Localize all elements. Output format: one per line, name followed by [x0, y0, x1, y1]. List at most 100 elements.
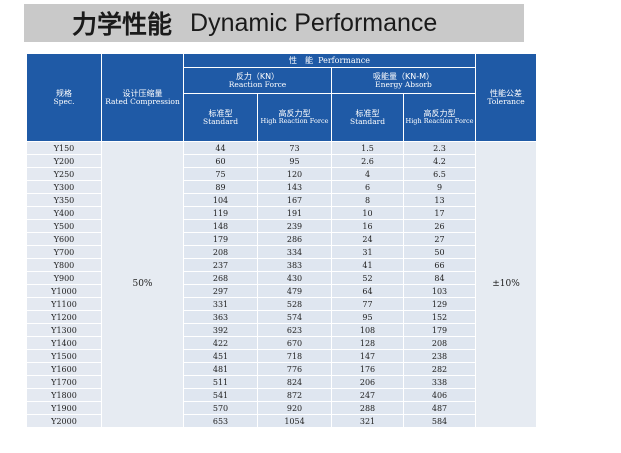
- table-row: Y800 237 383 41 66: [26, 258, 537, 272]
- spec-cell: Y1700: [26, 375, 102, 389]
- table-row: Y1800 541 872 247 406: [26, 388, 537, 402]
- reaction-standard-cell: 297: [183, 284, 258, 298]
- table-row: Y400 119 191 10 17: [26, 206, 537, 220]
- reaction-high-cell: 239: [257, 219, 332, 233]
- energy-standard-cell: 321: [331, 414, 404, 428]
- reaction-standard-cell: 451: [183, 349, 258, 363]
- reaction-high-cell: 574: [257, 310, 332, 324]
- header-reaction-standard: 标准型 Standard: [183, 93, 258, 142]
- energy-high-cell: 27: [403, 232, 476, 246]
- header-energy-standard: 标准型 Standard: [331, 93, 404, 142]
- energy-high-cell: 17: [403, 206, 476, 220]
- table-row: Y1700 511 824 206 338: [26, 375, 537, 389]
- energy-standard-cell: 1.5: [331, 141, 404, 155]
- energy-high-cell: 487: [403, 401, 476, 415]
- energy-high-cell: 103: [403, 284, 476, 298]
- energy-high-cell: 338: [403, 375, 476, 389]
- reaction-standard-cell: 119: [183, 206, 258, 220]
- reaction-standard-cell: 179: [183, 232, 258, 246]
- energy-standard-cell: 4: [331, 167, 404, 181]
- reaction-standard-cell: 148: [183, 219, 258, 233]
- table-row: Y250 75 120 4 6.5: [26, 167, 537, 181]
- reaction-high-cell: 824: [257, 375, 332, 389]
- spec-cell: Y1000: [26, 284, 102, 298]
- table-row: Y1200 363 574 95 152: [26, 310, 537, 324]
- spec-cell: Y900: [26, 271, 102, 285]
- reaction-standard-cell: 541: [183, 388, 258, 402]
- energy-high-cell: 2.3: [403, 141, 476, 155]
- reaction-standard-cell: 60: [183, 154, 258, 168]
- energy-standard-cell: 24: [331, 232, 404, 246]
- reaction-high-cell: 670: [257, 336, 332, 350]
- energy-standard-cell: 95: [331, 310, 404, 324]
- energy-standard-cell: 176: [331, 362, 404, 376]
- energy-standard-cell: 64: [331, 284, 404, 298]
- spec-cell: Y1600: [26, 362, 102, 376]
- spec-cell: Y1900: [26, 401, 102, 415]
- reaction-high-cell: 872: [257, 388, 332, 402]
- header-energy-high: 高反力型 High Reaction Force: [403, 93, 476, 142]
- energy-high-cell: 66: [403, 258, 476, 272]
- reaction-standard-cell: 363: [183, 310, 258, 324]
- energy-standard-cell: 10: [331, 206, 404, 220]
- reaction-high-cell: 191: [257, 206, 332, 220]
- spec-cell: Y700: [26, 245, 102, 259]
- table-row: Y600 179 286 24 27: [26, 232, 537, 246]
- energy-high-cell: 84: [403, 271, 476, 285]
- spec-cell: Y1300: [26, 323, 102, 337]
- reaction-high-cell: 776: [257, 362, 332, 376]
- energy-standard-cell: 8: [331, 193, 404, 207]
- energy-standard-cell: 77: [331, 297, 404, 311]
- reaction-standard-cell: 208: [183, 245, 258, 259]
- spec-cell: Y500: [26, 219, 102, 233]
- reaction-standard-cell: 481: [183, 362, 258, 376]
- reaction-high-cell: 334: [257, 245, 332, 259]
- energy-high-cell: 4.2: [403, 154, 476, 168]
- energy-high-cell: 50: [403, 245, 476, 259]
- spec-cell: Y150: [26, 141, 102, 155]
- tolerance-cell: ±10%: [475, 141, 537, 428]
- reaction-high-cell: 430: [257, 271, 332, 285]
- energy-high-cell: 152: [403, 310, 476, 324]
- table-row: Y150 50% 44 73 1.5 2.3 ±10%: [26, 141, 537, 428]
- reaction-standard-cell: 653: [183, 414, 258, 428]
- energy-standard-cell: 6: [331, 180, 404, 194]
- header-performance: 性 能 Performance: [183, 53, 476, 68]
- energy-standard-cell: 41: [331, 258, 404, 272]
- header-reaction-high: 高反力型 High Reaction Force: [257, 93, 332, 142]
- reaction-standard-cell: 104: [183, 193, 258, 207]
- header-reaction-force: 反力（KN） Reaction Force: [183, 67, 332, 94]
- energy-standard-cell: 52: [331, 271, 404, 285]
- energy-standard-cell: 206: [331, 375, 404, 389]
- reaction-standard-cell: 237: [183, 258, 258, 272]
- energy-standard-cell: 128: [331, 336, 404, 350]
- spec-cell: Y250: [26, 167, 102, 181]
- energy-high-cell: 9: [403, 180, 476, 194]
- table-row: Y1500 451 718 147 238: [26, 349, 537, 363]
- spec-cell: Y200: [26, 154, 102, 168]
- reaction-standard-cell: 422: [183, 336, 258, 350]
- table-body: Y150 50% 44 73 1.5 2.3 ±10% Y200 60 95 2.6 4.2 Y250 7…: [26, 141, 537, 428]
- reaction-standard-cell: 75: [183, 167, 258, 181]
- spec-cell: Y1200: [26, 310, 102, 324]
- reaction-standard-cell: 511: [183, 375, 258, 389]
- performance-table: 规格 Spec. 设计压缩量 Rated Compression 性 能 Per…: [26, 53, 537, 428]
- spec-cell: Y400: [26, 206, 102, 220]
- table-row: Y1000 297 479 64 103: [26, 284, 537, 298]
- spec-cell: Y2000: [26, 414, 102, 428]
- header-rated-compression: 设计压缩量 Rated Compression: [101, 53, 184, 142]
- table-row: Y300 89 143 6 9: [26, 180, 537, 194]
- energy-standard-cell: 288: [331, 401, 404, 415]
- energy-standard-cell: 247: [331, 388, 404, 402]
- spec-cell: Y1800: [26, 388, 102, 402]
- reaction-high-cell: 479: [257, 284, 332, 298]
- energy-standard-cell: 147: [331, 349, 404, 363]
- reaction-high-cell: 95: [257, 154, 332, 168]
- table-row: Y1900 570 920 288 487: [26, 401, 537, 415]
- energy-high-cell: 406: [403, 388, 476, 402]
- spec-cell: Y1400: [26, 336, 102, 350]
- reaction-standard-cell: 331: [183, 297, 258, 311]
- energy-high-cell: 13: [403, 193, 476, 207]
- reaction-high-cell: 167: [257, 193, 332, 207]
- reaction-high-cell: 718: [257, 349, 332, 363]
